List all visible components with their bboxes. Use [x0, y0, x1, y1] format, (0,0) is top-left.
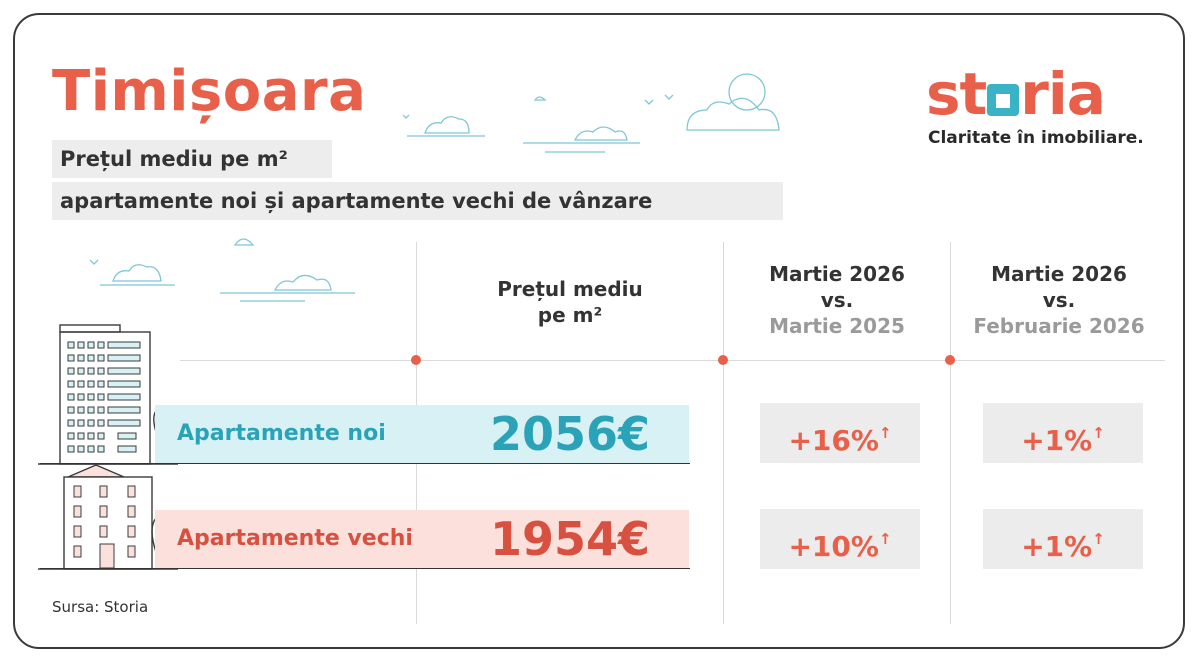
mom-change-new: +1%↑ — [983, 403, 1143, 463]
price-new-apartments: 2056€ — [489, 407, 651, 461]
price-header-line-1: Prețul mediu — [497, 277, 643, 301]
yoy-value-old: +10% — [788, 530, 879, 563]
brand-tagline: Claritate în imobiliare. — [928, 128, 1144, 148]
yoy-change-new: +16%↑ — [760, 403, 920, 463]
logo-text-start: st — [926, 60, 987, 128]
mom-column-header: Martie 2026 vs. Februarie 2026 — [951, 261, 1167, 339]
mom-value-new: +1% — [1021, 424, 1093, 457]
clouds-illustration-left — [89, 238, 355, 302]
divider-dot — [411, 355, 421, 365]
up-arrow-icon: ↑ — [878, 424, 892, 442]
row-label-new-apartments: Apartamente noi — [177, 421, 386, 446]
up-arrow-icon: ↑ — [1092, 424, 1105, 442]
logo-text-end: ria — [1020, 60, 1106, 128]
row-label-old-apartments: Apartamente vechi — [177, 526, 413, 551]
yoy-header-line-2: vs. — [820, 288, 854, 312]
storia-logo: st ria — [926, 60, 1106, 128]
yoy-column-header: Martie 2026 vs. Martie 2025 — [724, 261, 950, 339]
yoy-header-line-3: Martie 2025 — [769, 314, 905, 338]
clouds-illustration — [402, 73, 780, 153]
up-arrow-icon: ↑ — [878, 530, 892, 548]
price-old-apartments: 1954€ — [489, 512, 651, 566]
header-divider — [180, 360, 1165, 361]
logo-square-icon — [987, 84, 1020, 116]
mom-change-old: +1%↑ — [983, 509, 1143, 569]
row-band-new — [155, 405, 689, 463]
yoy-value-new: +16% — [788, 424, 879, 457]
up-arrow-icon: ↑ — [1092, 530, 1105, 548]
page-title: Timișoara — [52, 59, 367, 124]
mom-header-line-1: Martie 2026 — [991, 262, 1127, 286]
row-band-old — [155, 510, 689, 568]
column-divider — [723, 242, 724, 624]
column-divider — [950, 242, 951, 624]
divider-dot — [718, 355, 728, 365]
mom-value-old: +1% — [1021, 530, 1093, 563]
yoy-header-line-1: Martie 2026 — [769, 262, 905, 286]
mom-header-line-2: vs. — [1042, 288, 1076, 312]
price-header-line-2: pe m² — [537, 303, 603, 327]
mom-header-line-3: Februarie 2026 — [973, 314, 1145, 338]
subtitle-line-2: apartamente noi și apartamente vechi de … — [52, 182, 783, 220]
price-column-header: Prețul mediu pe m² — [417, 276, 723, 328]
ground-line — [40, 568, 690, 569]
yoy-change-old: +10%↑ — [760, 509, 920, 569]
source-note: Sursa: Storia — [52, 598, 149, 616]
subtitle-line-1: Prețul mediu pe m² — [52, 140, 332, 178]
ground-line — [40, 463, 690, 464]
divider-dot — [945, 355, 955, 365]
